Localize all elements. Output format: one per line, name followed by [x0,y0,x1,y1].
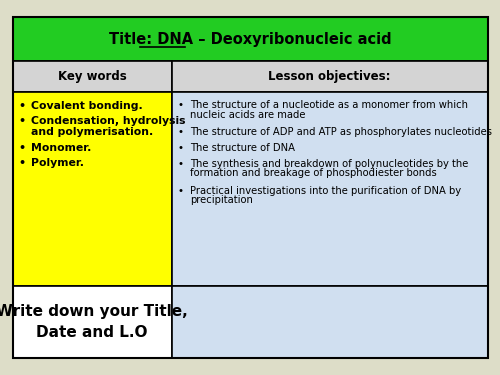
Text: •: • [178,186,184,196]
Text: and polymerisation.: and polymerisation. [31,126,153,136]
Text: nucleic acids are made: nucleic acids are made [190,110,306,120]
Text: Key words: Key words [58,70,126,83]
Bar [12,92,172,286]
Text: Practical investigations into the purification of DNA by: Practical investigations into the purifi… [190,186,461,196]
Text: Write down your Title,
Date and L.O: Write down your Title, Date and L.O [0,304,188,340]
Text: •: • [18,116,26,126]
Text: Monomer.: Monomer. [31,143,92,153]
Text: •: • [18,143,26,153]
Text: •: • [178,100,184,110]
Text: The structure of DNA: The structure of DNA [190,143,295,153]
Bar [12,17,488,61]
Text: Title: DNA – Deoxyribonucleic acid: Title: DNA – Deoxyribonucleic acid [108,32,392,46]
Text: •: • [18,158,26,168]
Text: •: • [178,159,184,169]
Text: precipitation: precipitation [190,195,253,205]
Bar [12,61,172,92]
Text: •: • [178,143,184,153]
Text: Lesson objectives:: Lesson objectives: [268,70,391,83]
Bar [172,61,487,92]
Text: formation and breakage of phosphodiester bonds: formation and breakage of phosphodiester… [190,168,437,178]
Text: Covalent bonding.: Covalent bonding. [31,101,143,111]
Bar [12,286,172,358]
Text: The structure of a nucleotide as a monomer from which: The structure of a nucleotide as a monom… [190,100,468,110]
Text: Condensation, hydrolysis: Condensation, hydrolysis [31,116,186,126]
Text: •: • [178,127,184,137]
Text: The synthesis and breakdown of polynucleotides by the: The synthesis and breakdown of polynucle… [190,159,468,169]
Bar [172,286,487,358]
Bar [172,92,487,286]
Text: •: • [18,101,26,111]
Text: Polymer.: Polymer. [31,158,84,168]
Text: The structure of ADP and ATP as phosphorylates nucleotides: The structure of ADP and ATP as phosphor… [190,127,492,137]
